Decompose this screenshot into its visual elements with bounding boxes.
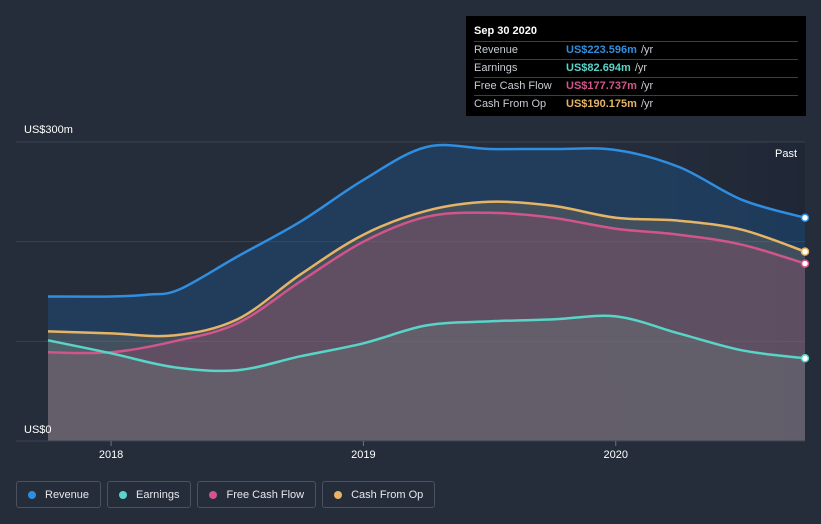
tooltip-row-revenue: Revenue US$223.596m /yr <box>474 41 798 59</box>
tooltip-unit: /yr <box>640 44 654 56</box>
y-axis-bottom-label: US$0 <box>24 424 52 436</box>
tooltip-row-earnings: Earnings US$82.694m /yr <box>474 59 798 77</box>
cfo-area <box>48 201 805 441</box>
legend-label: Cash From Op <box>351 488 424 501</box>
series-end-markers <box>800 213 810 363</box>
earnings-dot-icon <box>119 490 128 499</box>
earnings-line <box>47 314 806 373</box>
earnings-area <box>48 315 805 441</box>
legend-item-revenue[interactable]: Revenue <box>16 481 102 508</box>
revenue-end-marker <box>800 213 810 222</box>
tooltip-label: Revenue <box>474 44 519 56</box>
legend-item-free-cash-flow[interactable]: Free Cash Flow <box>197 481 317 508</box>
cfo-end-marker <box>800 247 810 256</box>
y-axis-top-label: US$300m <box>24 124 73 136</box>
earnings-end-marker <box>800 354 810 363</box>
tooltip-value: US$223.596m <box>566 44 637 56</box>
tooltip: Sep 30 2020 Revenue US$223.596m /yr Earn… <box>466 16 806 116</box>
tooltip-unit: /yr <box>640 80 654 92</box>
cfo-line <box>47 200 806 338</box>
free-cash-flow-dot-icon <box>209 490 218 499</box>
series-lines <box>47 143 806 373</box>
tooltip-label: Earnings <box>474 62 518 74</box>
x-tick-label: 2018 <box>99 449 123 461</box>
gridlines <box>16 141 805 342</box>
legend: Revenue Earnings Free Cash Flow Cash Fro… <box>16 481 436 508</box>
fcf-end-marker <box>800 259 810 268</box>
fcf-line <box>47 211 806 355</box>
tooltip-value: US$177.737m <box>566 80 637 92</box>
revenue-line <box>47 143 806 298</box>
cash-from-op-dot-icon <box>334 490 343 499</box>
revenue-dot-icon <box>28 490 36 499</box>
x-tick-label: 2019 <box>351 449 375 461</box>
tooltip-value: US$190.175m <box>566 98 637 110</box>
legend-label: Free Cash Flow <box>226 488 305 501</box>
tooltip-value: US$82.694m <box>566 62 631 74</box>
series-areas <box>48 145 805 441</box>
fcf-area <box>48 212 805 441</box>
tooltip-date: Sep 30 2020 <box>474 25 537 37</box>
legend-label: Revenue <box>45 488 90 501</box>
revenue-area <box>48 145 805 441</box>
legend-label: Earnings <box>136 488 180 501</box>
x-axis-ticks: 2018 2019 2020 <box>99 441 628 461</box>
legend-item-cash-from-op[interactable]: Cash From Op <box>322 481 436 508</box>
tooltip-unit: /yr <box>634 62 648 74</box>
past-label: Past <box>775 148 797 160</box>
tooltip-row-free-cash-flow: Free Cash Flow US$177.737m /yr <box>474 77 798 95</box>
tooltip-label: Cash From Op <box>474 98 547 110</box>
legend-item-earnings[interactable]: Earnings <box>107 481 192 508</box>
x-tick-label: 2020 <box>604 449 628 461</box>
tooltip-unit: /yr <box>640 98 654 110</box>
forecast-shade <box>552 142 805 441</box>
tooltip-label: Free Cash Flow <box>474 80 552 92</box>
tooltip-row-cash-from-op: Cash From Op US$190.175m /yr <box>474 95 798 113</box>
